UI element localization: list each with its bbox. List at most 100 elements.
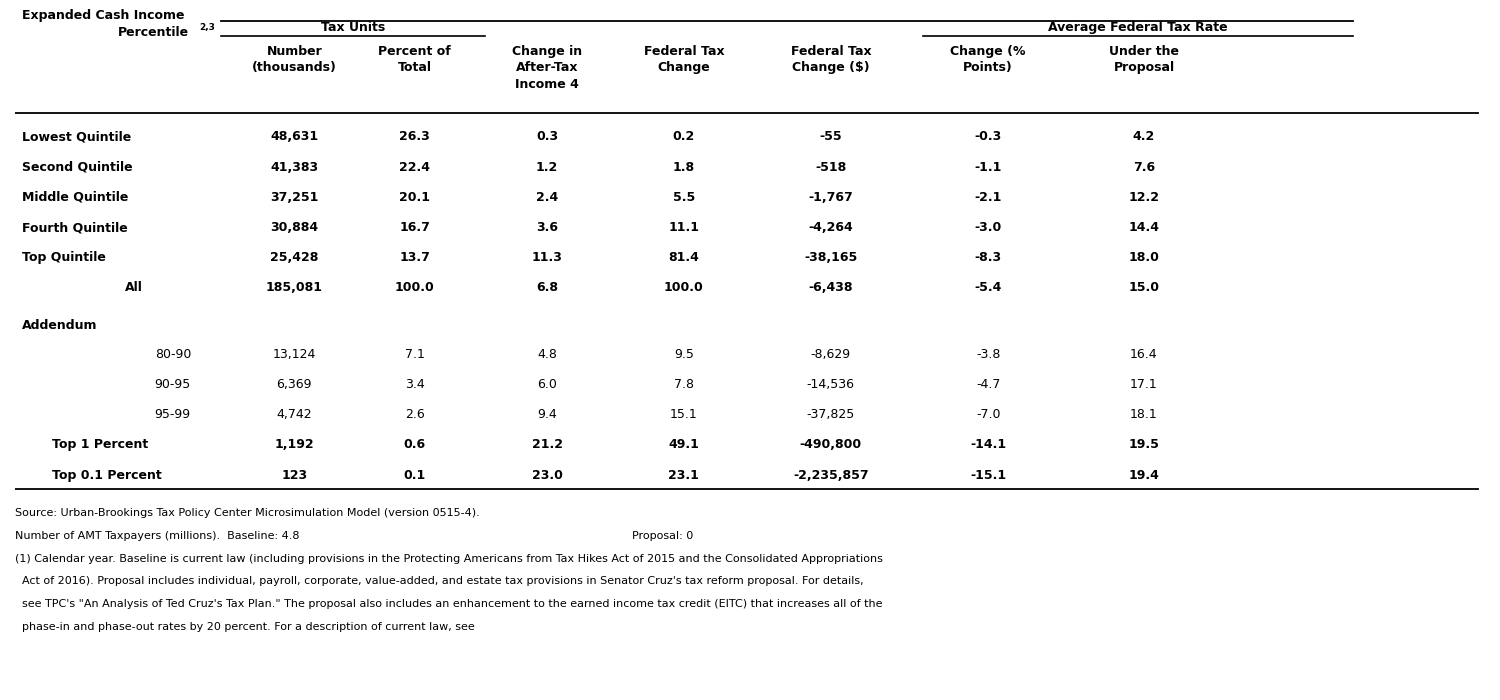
Text: -37,825: -37,825 xyxy=(807,408,855,421)
Text: 2,3: 2,3 xyxy=(198,24,214,32)
Text: -38,165: -38,165 xyxy=(804,251,858,264)
Text: 23.0: 23.0 xyxy=(531,468,562,482)
Text: -2.1: -2.1 xyxy=(975,191,1002,204)
Text: Federal Tax
Change: Federal Tax Change xyxy=(644,45,724,74)
Text: 185,081: 185,081 xyxy=(266,281,322,295)
Text: Number
(thousands): Number (thousands) xyxy=(252,45,336,74)
Text: Expanded Cash Income: Expanded Cash Income xyxy=(22,9,184,22)
Text: -0.3: -0.3 xyxy=(975,130,1002,143)
Text: -8.3: -8.3 xyxy=(975,251,1002,264)
Text: 17.1: 17.1 xyxy=(1130,378,1158,391)
Text: 7.8: 7.8 xyxy=(674,378,694,391)
Text: 6,369: 6,369 xyxy=(276,378,312,391)
Text: 41,383: 41,383 xyxy=(270,161,318,174)
Text: -55: -55 xyxy=(819,130,842,143)
Text: 14.4: 14.4 xyxy=(1128,221,1160,234)
Text: Number of AMT Taxpayers (millions).  Baseline: 4.8: Number of AMT Taxpayers (millions). Base… xyxy=(15,531,300,541)
Text: 123: 123 xyxy=(280,468,308,482)
Text: -7.0: -7.0 xyxy=(976,408,1000,421)
Text: 22.4: 22.4 xyxy=(399,161,430,174)
Text: 4.8: 4.8 xyxy=(537,348,556,360)
Text: 4.2: 4.2 xyxy=(1132,130,1155,143)
Text: 19.5: 19.5 xyxy=(1128,438,1160,452)
Text: Percent of
Total: Percent of Total xyxy=(378,45,452,74)
Text: 18.1: 18.1 xyxy=(1130,408,1158,421)
Text: 2.6: 2.6 xyxy=(405,408,424,421)
Text: 90-95: 90-95 xyxy=(154,378,190,391)
Text: Act of 2016). Proposal includes individual, payroll, corporate, value-added, and: Act of 2016). Proposal includes individu… xyxy=(15,576,864,586)
Text: 3.4: 3.4 xyxy=(405,378,424,391)
Text: -4.7: -4.7 xyxy=(976,378,1000,391)
Text: 16.4: 16.4 xyxy=(1130,348,1158,360)
Text: -3.8: -3.8 xyxy=(976,348,1000,360)
Text: Change (%
Points): Change (% Points) xyxy=(951,45,1026,74)
Text: 81.4: 81.4 xyxy=(669,251,699,264)
Text: 5.5: 5.5 xyxy=(672,191,694,204)
Text: Percentile: Percentile xyxy=(118,26,189,39)
Text: 37,251: 37,251 xyxy=(270,191,318,204)
Text: 0.6: 0.6 xyxy=(404,438,426,452)
Text: 48,631: 48,631 xyxy=(270,130,318,143)
Text: Top 1 Percent: Top 1 Percent xyxy=(51,438,148,452)
Text: Middle Quintile: Middle Quintile xyxy=(22,191,129,204)
Text: 30,884: 30,884 xyxy=(270,221,318,234)
Text: Change in
After-Tax
Income 4: Change in After-Tax Income 4 xyxy=(512,45,582,91)
Text: 13.7: 13.7 xyxy=(399,251,430,264)
Text: 12.2: 12.2 xyxy=(1128,191,1160,204)
Text: 15.0: 15.0 xyxy=(1128,281,1160,295)
Text: 6.8: 6.8 xyxy=(536,281,558,295)
Text: 6.0: 6.0 xyxy=(537,378,556,391)
Text: Fourth Quintile: Fourth Quintile xyxy=(22,221,128,234)
Text: 1.2: 1.2 xyxy=(536,161,558,174)
Text: All: All xyxy=(126,281,142,295)
Text: Federal Tax
Change ($): Federal Tax Change ($) xyxy=(790,45,871,74)
Text: 23.1: 23.1 xyxy=(669,468,699,482)
Text: 15.1: 15.1 xyxy=(670,408,698,421)
Text: -2,235,857: -2,235,857 xyxy=(794,468,868,482)
Text: (1) Calendar year. Baseline is current law (including provisions in the Protecti: (1) Calendar year. Baseline is current l… xyxy=(15,554,883,564)
Text: 26.3: 26.3 xyxy=(399,130,430,143)
Text: 7.6: 7.6 xyxy=(1132,161,1155,174)
Text: Under the
Proposal: Under the Proposal xyxy=(1108,45,1179,74)
Text: 0.2: 0.2 xyxy=(672,130,694,143)
Text: -8,629: -8,629 xyxy=(812,348,850,360)
Text: 16.7: 16.7 xyxy=(399,221,430,234)
Text: 11.3: 11.3 xyxy=(531,251,562,264)
Text: Top 0.1 Percent: Top 0.1 Percent xyxy=(51,468,162,482)
Text: 80-90: 80-90 xyxy=(154,348,190,360)
Text: 13,124: 13,124 xyxy=(273,348,316,360)
Text: 21.2: 21.2 xyxy=(531,438,562,452)
Text: 2.4: 2.4 xyxy=(536,191,558,204)
Text: 95-99: 95-99 xyxy=(154,408,190,421)
Text: -490,800: -490,800 xyxy=(800,438,862,452)
Text: -6,438: -6,438 xyxy=(808,281,853,295)
Text: see TPC's "An Analysis of Ted Cruz's Tax Plan." The proposal also includes an en: see TPC's "An Analysis of Ted Cruz's Tax… xyxy=(15,599,882,609)
Text: -15.1: -15.1 xyxy=(970,468,1006,482)
Text: -518: -518 xyxy=(815,161,846,174)
Text: -1.1: -1.1 xyxy=(975,161,1002,174)
Text: 0.3: 0.3 xyxy=(536,130,558,143)
Text: Top Quintile: Top Quintile xyxy=(22,251,106,264)
Text: -4,264: -4,264 xyxy=(808,221,853,234)
Text: Second Quintile: Second Quintile xyxy=(22,161,134,174)
Text: 100.0: 100.0 xyxy=(394,281,435,295)
Text: 9.4: 9.4 xyxy=(537,408,556,421)
Text: -14,536: -14,536 xyxy=(807,378,855,391)
Text: -3.0: -3.0 xyxy=(975,221,1002,234)
Text: -1,767: -1,767 xyxy=(808,191,853,204)
Text: 49.1: 49.1 xyxy=(669,438,699,452)
Text: Lowest Quintile: Lowest Quintile xyxy=(22,130,132,143)
Text: 4,742: 4,742 xyxy=(276,408,312,421)
Text: 20.1: 20.1 xyxy=(399,191,430,204)
Text: phase-in and phase-out rates by 20 percent. For a description of current law, se: phase-in and phase-out rates by 20 perce… xyxy=(15,622,474,631)
Text: 25,428: 25,428 xyxy=(270,251,318,264)
Text: 7.1: 7.1 xyxy=(405,348,424,360)
Text: Average Federal Tax Rate: Average Federal Tax Rate xyxy=(1048,21,1228,34)
Text: -14.1: -14.1 xyxy=(970,438,1006,452)
Text: 9.5: 9.5 xyxy=(674,348,694,360)
Text: Source: Urban-Brookings Tax Policy Center Microsimulation Model (version 0515-4): Source: Urban-Brookings Tax Policy Cente… xyxy=(15,508,480,518)
Text: -5.4: -5.4 xyxy=(975,281,1002,295)
Text: 0.1: 0.1 xyxy=(404,468,426,482)
Text: 1,192: 1,192 xyxy=(274,438,314,452)
Text: 18.0: 18.0 xyxy=(1128,251,1160,264)
